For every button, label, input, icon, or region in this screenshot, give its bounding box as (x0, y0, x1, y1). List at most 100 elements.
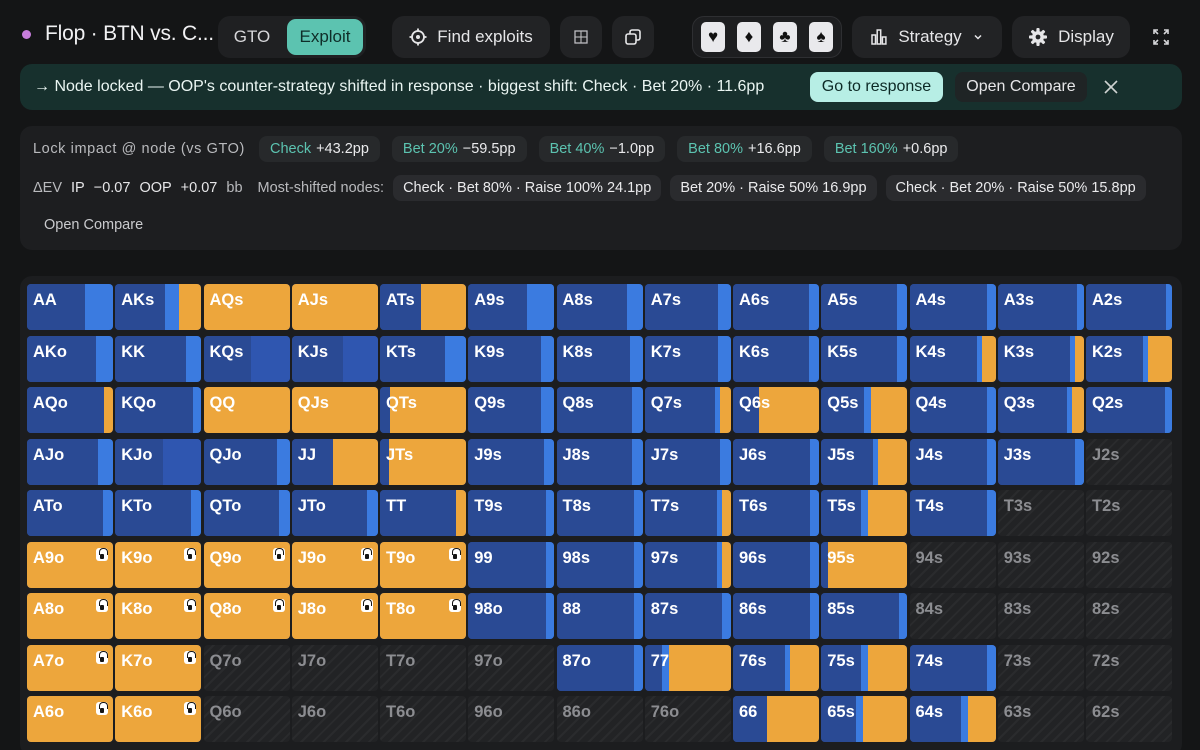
hand-cell-85s[interactable]: 85s (821, 593, 908, 639)
hand-cell-KJs[interactable]: KJs (291, 335, 378, 382)
hand-cell-T7s[interactable]: T7s (644, 490, 731, 536)
hand-cell-66[interactable]: 66 (733, 696, 819, 742)
mode-gto-button[interactable]: GTO (233, 27, 271, 46)
hand-cell-73s[interactable]: 73s (997, 644, 1084, 691)
hand-cell-Q8o[interactable]: Q8o (203, 593, 290, 639)
hand-cell-83s[interactable]: 83s (997, 593, 1084, 639)
hand-cell-97s[interactable]: 97s (644, 541, 731, 588)
hand-cell-65s[interactable]: 65s (821, 696, 908, 742)
hand-cell-96s[interactable]: 96s (733, 541, 819, 588)
hand-cell-A8s[interactable]: A8s (556, 284, 643, 330)
hand-cell-99[interactable]: 99 (468, 541, 555, 588)
hand-cell-74s[interactable]: 74s (909, 644, 996, 691)
hand-cell-JJ[interactable]: JJ (291, 438, 378, 485)
hand-cell-ATs[interactable]: ATs (380, 284, 466, 330)
shifted-node-chip[interactable]: Check · Bet 80% · Raise 100% 24.1pp (393, 175, 662, 201)
hand-cell-T9o[interactable]: T9o (380, 541, 466, 588)
hand-cell-AQo[interactable]: AQo (27, 387, 113, 433)
hand-cell-87o[interactable]: 87o (556, 644, 643, 691)
shifted-node-chip[interactable]: Bet 20% · Raise 50% 16.9pp (670, 175, 877, 201)
hand-cell-T4s[interactable]: T4s (909, 490, 996, 536)
hand-cell-AQs[interactable]: AQs (203, 284, 290, 330)
hand-cell-KTo[interactable]: KTo (115, 490, 202, 536)
hand-cell-JTo[interactable]: JTo (291, 490, 378, 536)
impact-open-compare-button[interactable]: Open Compare (44, 217, 144, 233)
hand-cell-AKs[interactable]: AKs (115, 284, 202, 330)
hand-cell-K9o[interactable]: K9o (115, 541, 202, 588)
find-exploits-button[interactable]: Find exploits (392, 16, 550, 58)
hand-cell-A4s[interactable]: A4s (909, 284, 996, 330)
hand-cell-Q5s[interactable]: Q5s (821, 387, 908, 433)
hand-cell-J3s[interactable]: J3s (997, 438, 1084, 485)
display-button[interactable]: Display (1012, 16, 1130, 58)
hand-cell-K2s[interactable]: K2s (1086, 335, 1172, 382)
hand-cell-64s[interactable]: 64s (909, 696, 996, 742)
node-title[interactable]: Flop · BTN vs. C... (45, 22, 214, 45)
hand-cell-J8s[interactable]: J8s (556, 438, 643, 485)
hand-cell-76o[interactable]: 76o (644, 696, 731, 742)
hand-cell-K5s[interactable]: K5s (821, 335, 908, 382)
hand-cell-Q6o[interactable]: Q6o (203, 696, 290, 742)
suit-diamonds-button[interactable]: ♦ (737, 22, 761, 52)
hand-cell-93s[interactable]: 93s (997, 541, 1084, 588)
hand-cell-K4s[interactable]: K4s (909, 335, 996, 382)
hand-cell-K7o[interactable]: K7o (115, 644, 202, 691)
hand-cell-A6s[interactable]: A6s (733, 284, 819, 330)
hand-cell-T5s[interactable]: T5s (821, 490, 908, 536)
hand-cell-A2s[interactable]: A2s (1086, 284, 1172, 330)
hand-cell-96o[interactable]: 96o (468, 696, 555, 742)
strategy-dropdown[interactable]: Strategy (852, 16, 1002, 58)
hand-cell-76s[interactable]: 76s (733, 644, 819, 691)
copy-button[interactable] (612, 16, 654, 58)
hand-cell-K6s[interactable]: K6s (733, 335, 819, 382)
hand-cell-87s[interactable]: 87s (644, 593, 731, 639)
hand-cell-62s[interactable]: 62s (1086, 696, 1172, 742)
hand-cell-QQ[interactable]: QQ (203, 387, 290, 433)
close-icon[interactable] (1101, 77, 1121, 97)
hand-cell-J7o[interactable]: J7o (291, 644, 378, 691)
hand-cell-QJo[interactable]: QJo (203, 438, 290, 485)
hand-cell-J5s[interactable]: J5s (821, 438, 908, 485)
hand-cell-QTs[interactable]: QTs (380, 387, 466, 433)
hand-cell-K7s[interactable]: K7s (644, 335, 731, 382)
hand-cell-A6o[interactable]: A6o (27, 696, 113, 742)
hand-cell-K9s[interactable]: K9s (468, 335, 555, 382)
hand-cell-AKo[interactable]: AKo (27, 335, 113, 382)
hand-cell-JTs[interactable]: JTs (380, 438, 466, 485)
banner-open-compare-button[interactable]: Open Compare (955, 72, 1087, 102)
hand-cell-KK[interactable]: KK (115, 335, 202, 382)
hand-cell-J7s[interactable]: J7s (644, 438, 731, 485)
hand-cell-KTs[interactable]: KTs (380, 335, 466, 382)
hand-cell-J9o[interactable]: J9o (291, 541, 378, 588)
hand-cell-T6s[interactable]: T6s (733, 490, 819, 536)
grid-view-button[interactable] (560, 16, 602, 58)
hand-cell-QTo[interactable]: QTo (203, 490, 290, 536)
hand-cell-75s[interactable]: 75s (821, 644, 908, 691)
hand-cell-T6o[interactable]: T6o (380, 696, 466, 742)
hand-cell-K8s[interactable]: K8s (556, 335, 643, 382)
hand-cell-TT[interactable]: TT (380, 490, 466, 536)
hand-cell-T8o[interactable]: T8o (380, 593, 466, 639)
hand-cell-97o[interactable]: 97o (468, 644, 555, 691)
hand-cell-82s[interactable]: 82s (1086, 593, 1172, 639)
hand-cell-77[interactable]: 77 (644, 644, 731, 691)
hand-cell-A9o[interactable]: A9o (27, 541, 113, 588)
hand-cell-KJo[interactable]: KJo (115, 438, 202, 485)
suit-spades-button[interactable]: ♠ (809, 22, 833, 52)
hand-cell-94s[interactable]: 94s (909, 541, 996, 588)
hand-cell-Q7s[interactable]: Q7s (644, 387, 731, 433)
hand-cell-86o[interactable]: 86o (556, 696, 643, 742)
hand-cell-84s[interactable]: 84s (909, 593, 996, 639)
hand-cell-T9s[interactable]: T9s (468, 490, 555, 536)
hand-cell-J4s[interactable]: J4s (909, 438, 996, 485)
hand-cell-ATo[interactable]: ATo (27, 490, 113, 536)
mode-exploit-button[interactable]: Exploit (287, 19, 363, 55)
hand-cell-92s[interactable]: 92s (1086, 541, 1172, 588)
hand-cell-98o[interactable]: 98o (468, 593, 555, 639)
hand-cell-J6o[interactable]: J6o (291, 696, 378, 742)
hand-cell-KQo[interactable]: KQo (115, 387, 202, 433)
hand-cell-J6s[interactable]: J6s (733, 438, 819, 485)
go-to-response-button[interactable]: Go to response (810, 72, 943, 102)
hand-cell-A5s[interactable]: A5s (821, 284, 908, 330)
hand-cell-88[interactable]: 88 (556, 593, 643, 639)
